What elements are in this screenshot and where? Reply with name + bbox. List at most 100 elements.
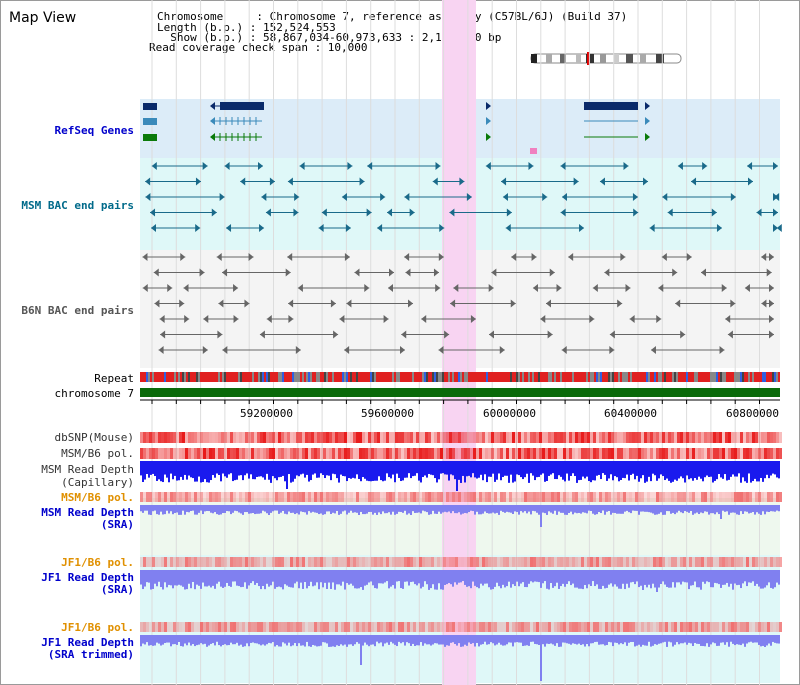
msm-sra-depth-bar — [286, 505, 288, 515]
chromosome-ideogram[interactable] — [528, 52, 684, 66]
msm-cap-depth-bar — [594, 461, 596, 481]
msm-sra-depth-bar — [264, 505, 266, 512]
msm-sra-depth-bar — [324, 505, 326, 515]
track-label-dbsnp[interactable]: dbSNP(Mouse) — [54, 431, 134, 444]
jf1-pol2-heat-cell — [662, 622, 665, 632]
msm-pol2-heat-cell — [347, 492, 350, 502]
jf1-pol2-heat-cell — [614, 622, 617, 632]
track-label-b6n-bac[interactable]: B6N BAC end pairs — [21, 304, 134, 317]
jf1-pol2-heat-cell — [470, 622, 473, 632]
jf1-pol-heat-cell — [554, 557, 557, 567]
jf1-sra-depth-bar — [776, 570, 778, 583]
jf1-trim-depth-bar — [456, 635, 458, 646]
repeat-track — [140, 372, 780, 382]
msm-pol2-heat-cell — [668, 492, 671, 502]
bac-end-arrow — [542, 193, 548, 201]
bac-end-arrow — [511, 253, 517, 261]
jf1-trim-depth-bar — [514, 635, 516, 643]
msm-cap-depth-bar — [692, 461, 694, 481]
jf1-trim-depth-bar — [166, 635, 168, 643]
dbsnp-heat-cell — [431, 432, 434, 443]
msm-pol-heat-cell — [641, 448, 644, 459]
msm-sra-depth-bar — [188, 505, 190, 513]
jf1-pol-heat-cell — [446, 557, 449, 567]
jf1-trim-depth-bar — [686, 635, 688, 645]
msm-cap-depth-bar — [172, 461, 174, 480]
msm-pol2-heat-cell — [419, 492, 422, 502]
msm-pol-heat-cell — [644, 448, 647, 459]
msm-pol2-heat-cell — [650, 492, 653, 502]
track-label-msm-depth-sra-1[interactable]: MSM Read Depth — [41, 506, 134, 519]
jf1-trim-depth-bar — [216, 635, 218, 642]
jf1-trim-depth-bar — [478, 635, 480, 647]
jf1-pol-heat-cell — [704, 557, 707, 567]
jf1-pol-heat-cell — [386, 557, 389, 567]
jf1-trim-depth-bar — [560, 635, 562, 647]
jf1-pol2-heat-cell — [503, 622, 506, 632]
jf1-trim-depth-bar — [322, 635, 324, 643]
repeat-element — [428, 372, 430, 382]
msm-sra-depth-bar — [726, 505, 728, 512]
track-label-msm-bac[interactable]: MSM BAC end pairs — [21, 199, 134, 212]
track-label-jf1-depth-trim-1[interactable]: JF1 Read Depth — [41, 636, 134, 649]
jf1-pol-heat-cell — [401, 557, 404, 567]
jf1-pol-heat-cell — [170, 557, 173, 567]
msm-cap-depth-bar — [274, 461, 276, 479]
jf1-pol2-heat-cell — [305, 622, 308, 632]
msm-pol2-heat-cell — [263, 492, 266, 502]
jf1-trim-depth-bar — [152, 635, 154, 646]
bac-end-arrow — [366, 208, 372, 217]
dbsnp-heat-cell — [695, 432, 698, 443]
jf1-pol-heat-cell — [269, 557, 272, 567]
msm-pol2-heat-cell — [428, 492, 431, 502]
msm-pol2-heat-cell — [299, 492, 302, 502]
jf1-pol-heat-cell — [356, 557, 359, 567]
jf1-pol-heat-cell — [257, 557, 260, 567]
dbsnp-heat-cell — [458, 432, 461, 443]
msm-sra-depth-bar — [212, 505, 214, 514]
msm-cap-depth-bar — [288, 461, 290, 475]
track-label-msm-b6-pol-2[interactable]: MSM/B6 pol. — [61, 491, 134, 504]
msm-pol2-heat-cell — [539, 492, 542, 502]
msm-pol-heat-cell — [146, 448, 149, 459]
msm-cap-depth-bar — [230, 461, 232, 474]
jf1-trim-depth-bar — [310, 635, 312, 647]
repeat-element — [548, 372, 550, 382]
jf1-trim-depth-bar — [452, 635, 454, 643]
jf1-pol2-heat-cell — [593, 622, 596, 632]
jf1-pol2-heat-cell — [623, 622, 626, 632]
track-label-repeat[interactable]: Repeat — [94, 372, 134, 385]
track-label-msm-b6-pol-1[interactable]: MSM/B6 pol. — [61, 447, 134, 460]
msm-sra-depth-bar — [406, 505, 408, 515]
msm-sra-depth-bar — [528, 505, 530, 512]
jf1-pol-heat-cell — [770, 557, 773, 567]
bac-end-arrow — [573, 177, 579, 186]
msm-pol-heat-cell — [389, 448, 392, 459]
msm-sra-depth-bar — [690, 505, 692, 512]
jf1-trim-depth-bar — [692, 635, 694, 646]
msm-sra-depth-bar — [162, 505, 164, 515]
jf1-sra-depth-bar — [648, 570, 650, 585]
msm-sra-depth-bar — [302, 505, 304, 512]
track-label-jf1-b6-pol-1[interactable]: JF1/B6 pol. — [61, 556, 134, 569]
dbsnp-heat-cell — [623, 432, 626, 443]
dbsnp-heat-cell — [179, 432, 182, 443]
jf1-sra-depth-bar — [362, 570, 364, 590]
msm-pol2-heat-cell — [746, 492, 749, 502]
dbsnp-heat-cell — [398, 432, 401, 443]
track-label-jf1-b6-pol-2[interactable]: JF1/B6 pol. — [61, 621, 134, 634]
msm-pol-heat-cell — [554, 448, 557, 459]
jf1-trim-depth-bar — [436, 635, 438, 644]
jf1-pol2-heat-cell — [602, 622, 605, 632]
msm-cap-depth-bar — [466, 461, 468, 477]
jf1-sra-depth-bar — [764, 570, 766, 588]
msm-sra-depth-bar — [668, 505, 670, 512]
track-label-msm-depth-cap-1[interactable]: MSM Read Depth — [41, 463, 134, 476]
track-label-jf1-depth-sra-1[interactable]: JF1 Read Depth — [41, 571, 134, 584]
msm-sra-depth-bar — [236, 505, 238, 512]
repeat-element — [776, 372, 778, 382]
msm-sra-depth-bar — [176, 505, 178, 513]
repeat-element — [204, 372, 206, 382]
track-label-refseq[interactable]: RefSeq Genes — [54, 124, 134, 137]
